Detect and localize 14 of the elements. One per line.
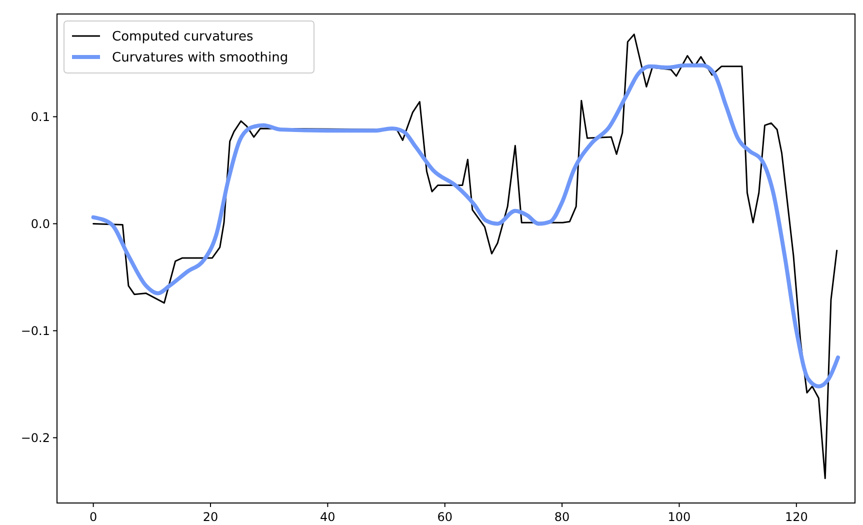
legend-label: Curvatures with smoothing bbox=[112, 50, 288, 66]
x-tick-label: 120 bbox=[784, 510, 808, 524]
y-tick-label: −0.1 bbox=[20, 324, 50, 338]
x-tick-label: 0 bbox=[90, 510, 98, 524]
x-tick-label: 80 bbox=[554, 510, 570, 524]
x-tick-label: 100 bbox=[668, 510, 691, 524]
legend-label: Computed curvatures bbox=[112, 30, 254, 45]
y-tick-label: 0.0 bbox=[30, 216, 50, 231]
x-tick-label: 20 bbox=[202, 510, 218, 524]
x-tick-label: 40 bbox=[320, 510, 336, 524]
y-tick-label: 0.1 bbox=[30, 110, 50, 124]
y-tick-label: −0.2 bbox=[20, 430, 50, 445]
x-tick-label: 60 bbox=[437, 510, 453, 524]
line-series bbox=[91, 63, 840, 388]
